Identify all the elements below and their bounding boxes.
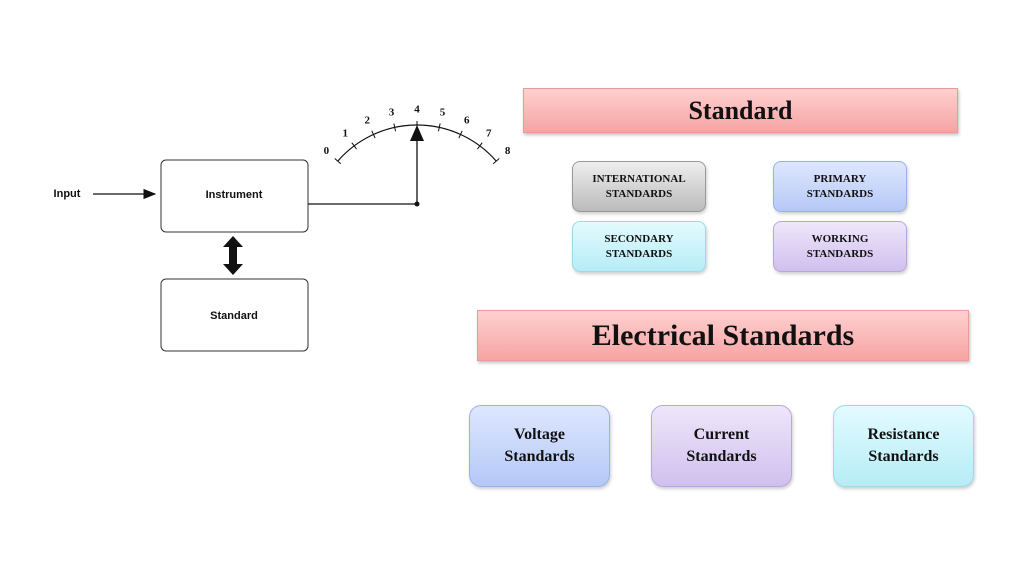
standard-header: Standard xyxy=(523,88,958,133)
box-label: SECONDARY xyxy=(604,232,674,245)
box-label: Voltage xyxy=(514,426,565,443)
dial-label: 4 xyxy=(414,104,420,116)
title: Electrical Standards xyxy=(591,318,855,352)
dial-tick xyxy=(477,142,483,150)
pointer-line xyxy=(308,132,418,205)
box-label: Standards xyxy=(868,448,939,465)
dial-label: 7 xyxy=(486,127,492,139)
box-label: Resistance xyxy=(867,426,940,443)
dial-tick xyxy=(437,123,441,132)
dial-label: 5 xyxy=(440,106,446,118)
box-label: WORKING xyxy=(811,232,869,245)
dial-tick xyxy=(458,130,463,139)
standard-label: Standard xyxy=(210,310,258,322)
dial-label: 3 xyxy=(389,106,395,118)
dial-tick xyxy=(351,142,357,150)
dial-tick xyxy=(492,158,500,165)
box-label: Standards xyxy=(686,448,757,465)
dial-tick xyxy=(334,158,342,165)
input-label: Input xyxy=(54,188,81,200)
dial-label: 1 xyxy=(342,127,348,139)
box-label: PRIMARY xyxy=(813,172,867,185)
pointer-head xyxy=(410,125,424,141)
dial-tick xyxy=(393,123,397,132)
instrument-box xyxy=(160,159,309,233)
standard-box: Voltage Standards xyxy=(469,405,610,487)
dial-tick xyxy=(371,130,376,139)
compare-arrow xyxy=(223,236,243,275)
box-label: Current xyxy=(693,426,750,443)
dial-label: 8 xyxy=(505,145,511,157)
box-label: INTERNATIONAL xyxy=(592,172,686,185)
instrument-label: Instrument xyxy=(206,189,263,201)
electrical-header: Electrical Standards xyxy=(477,310,969,361)
standard-box xyxy=(160,278,309,352)
instrument-diagram: Input Instrument Standard 01 2 3 4 5 6 7 8 xyxy=(54,104,511,352)
box-label: STANDARDS xyxy=(806,187,874,200)
standard-box: WORKING STANDARDS xyxy=(773,221,907,272)
standard-box: INTERNATIONAL STANDARDS xyxy=(572,161,706,212)
title: Standard xyxy=(688,95,793,125)
dial-label: 0 xyxy=(324,145,330,157)
box-label: STANDARDS xyxy=(605,187,673,200)
standard-box: SECONDARY STANDARDS xyxy=(572,221,706,272)
box-label: Standards xyxy=(504,448,575,465)
standard-box: Current Standards xyxy=(651,405,792,487)
standard-box: PRIMARY STANDARDS xyxy=(773,161,907,212)
box-label: STANDARDS xyxy=(605,247,673,260)
dial-label: 6 xyxy=(464,114,470,126)
standard-box: Resistance Standards xyxy=(833,405,974,487)
box-label: STANDARDS xyxy=(806,247,874,260)
pivot xyxy=(414,201,420,207)
dial-label: 2 xyxy=(364,114,370,126)
